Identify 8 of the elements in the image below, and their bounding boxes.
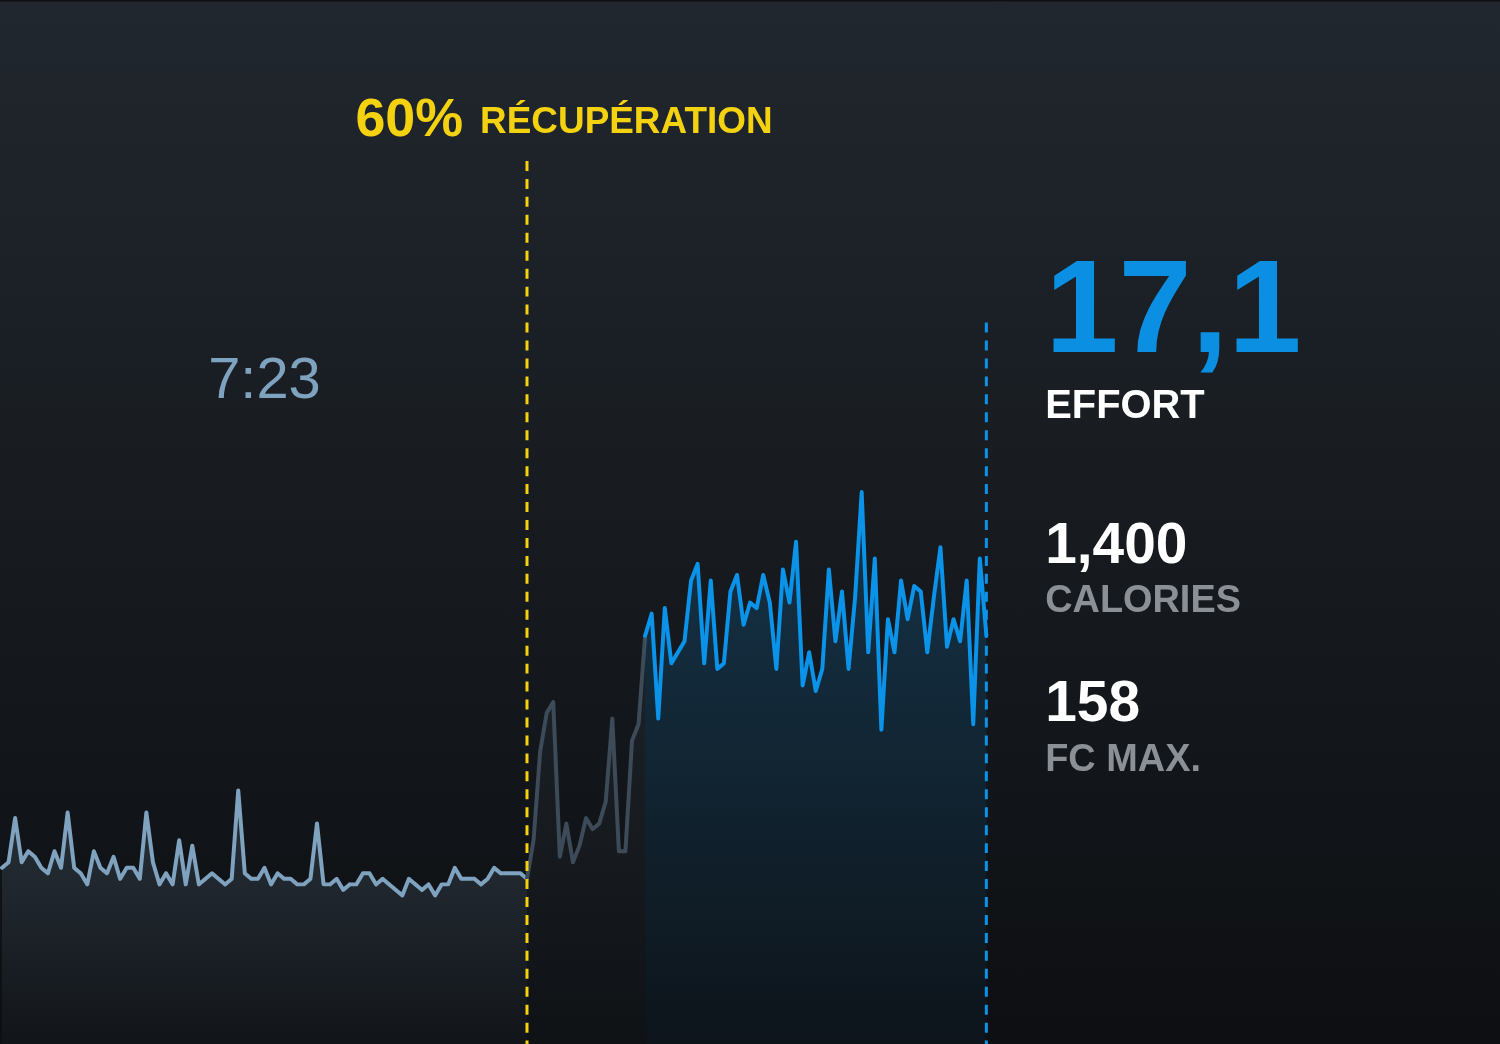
text: 7:23 — [208, 346, 321, 411]
text: EFFORT — [1045, 382, 1205, 427]
text: 60% RÉCUPÉRATION — [355, 87, 773, 148]
text: FC MAX. — [1045, 737, 1201, 780]
text: CALORIES — [1045, 577, 1241, 620]
text: 158 — [1045, 670, 1141, 734]
text: 1,400 — [1045, 511, 1188, 575]
text: 17,1 — [1045, 233, 1302, 381]
